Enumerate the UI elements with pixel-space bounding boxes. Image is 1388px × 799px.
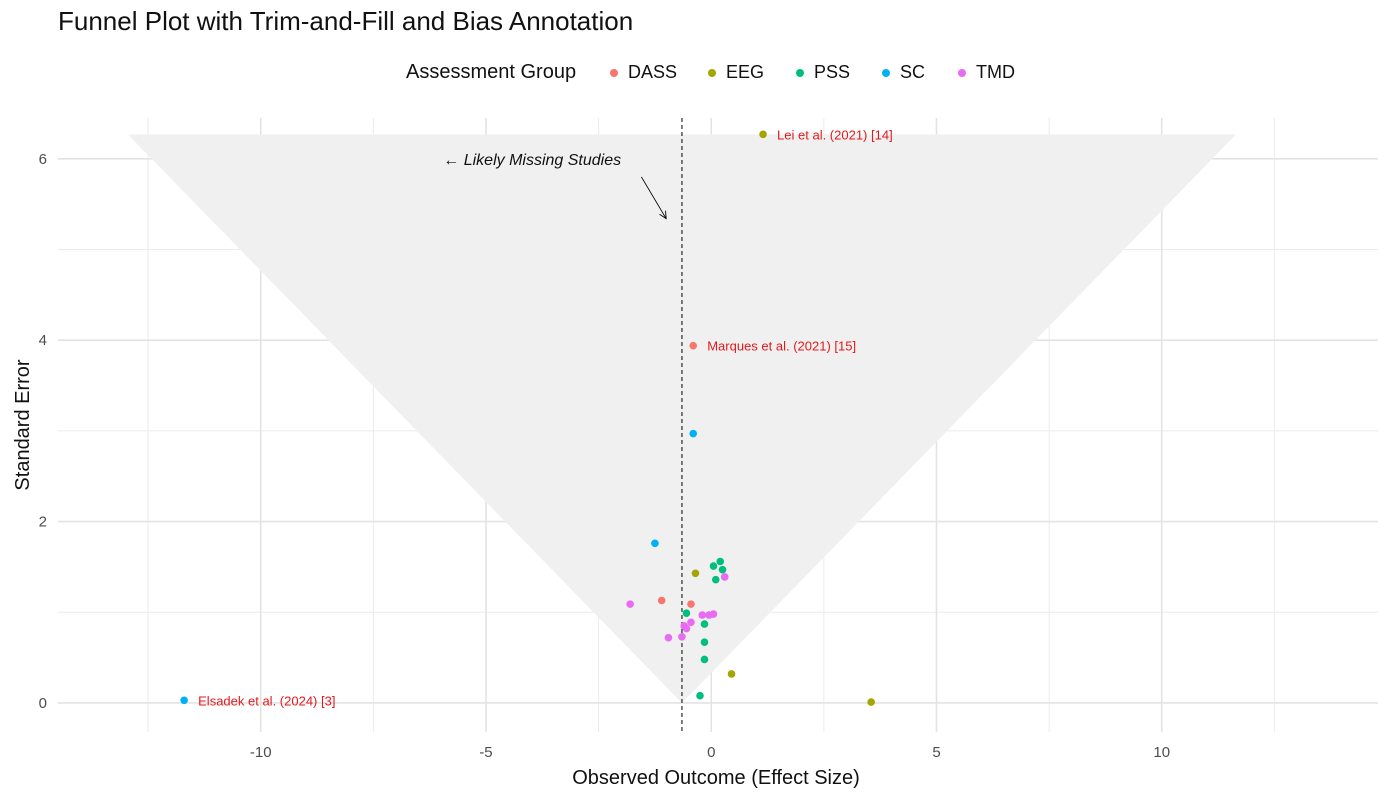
- data-point-eeg: [759, 130, 767, 139]
- legend-label: TMD: [976, 62, 1015, 82]
- data-point-dass: [687, 600, 695, 608]
- legend-swatch: [796, 69, 804, 77]
- point-label: Elsadek et al. (2024) [3]: [198, 693, 335, 708]
- data-point-dass: [657, 596, 666, 605]
- data-point-tmd: [698, 611, 707, 619]
- legend-label: SC: [900, 62, 926, 82]
- x-tick-label: -10: [250, 744, 272, 761]
- annotation-arrowhead: [659, 210, 667, 220]
- legend-label: EEG: [726, 62, 765, 82]
- legend-title: Assessment Group: [406, 61, 577, 83]
- data-point-dass: [689, 341, 698, 350]
- y-tick-label: 4: [39, 332, 47, 349]
- data-point-tmd: [720, 573, 729, 581]
- chart-title: Funnel Plot with Trim-and-Fill and Bias …: [58, 6, 634, 36]
- point-label: Marques et al. (2021) [15]: [707, 339, 856, 354]
- funnel-region: [127, 134, 1237, 703]
- data-point-eeg: [727, 670, 736, 678]
- legend-swatch: [610, 69, 618, 77]
- data-point-pss: [709, 562, 718, 570]
- annotation-text: ← Likely Missing Studies: [443, 152, 621, 169]
- data-point-pss: [711, 575, 720, 584]
- data-point-sc: [651, 539, 659, 548]
- data-point-sc: [689, 429, 698, 438]
- data-point-pss: [700, 655, 709, 664]
- data-point-pss: [700, 638, 709, 647]
- x-tick-label: 0: [707, 744, 715, 761]
- data-point-tmd: [678, 632, 686, 641]
- data-point-sc: [180, 696, 188, 705]
- data-point-pss: [718, 565, 727, 574]
- y-axis-title: Standard Error: [12, 359, 34, 491]
- x-tick-label: 10: [1153, 744, 1170, 761]
- y-tick-label: 6: [39, 151, 47, 168]
- data-point-eeg: [867, 698, 875, 706]
- legend: Assessment Group DASS EEG PSS SC TMD: [0, 61, 1388, 89]
- x-axis-title: Observed Outcome (Effect Size): [572, 767, 860, 789]
- x-tick-label: -5: [479, 744, 492, 761]
- data-point-tmd: [682, 624, 691, 633]
- legend-label: DASS: [628, 62, 678, 82]
- legend-swatch: [958, 69, 966, 77]
- legend-swatch: [882, 69, 890, 77]
- data-point-eeg: [691, 569, 700, 578]
- y-tick-label: 0: [39, 695, 47, 712]
- data-point-tmd: [709, 610, 718, 618]
- data-point-pss: [716, 557, 725, 566]
- y-tick-label: 2: [39, 514, 47, 531]
- x-tick-label: 5: [932, 744, 940, 761]
- annotation-arrow: [641, 176, 667, 219]
- data-point-tmd: [664, 633, 673, 642]
- legend-label: PSS: [814, 62, 851, 82]
- legend-swatch: [708, 69, 716, 77]
- data-point-pss: [700, 620, 709, 628]
- point-label: Lei et al. (2021) [14]: [777, 127, 893, 142]
- data-point-tmd: [626, 600, 634, 608]
- data-point-tmd: [687, 618, 695, 627]
- data-point-pss: [696, 691, 704, 700]
- data-point-pss: [682, 609, 691, 617]
